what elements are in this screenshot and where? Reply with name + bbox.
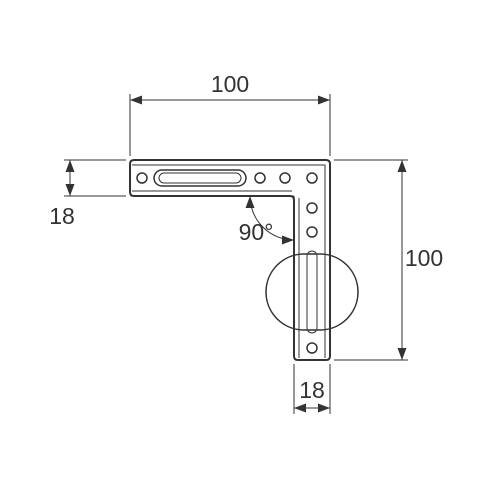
dim-bottom-width: 18 bbox=[299, 377, 325, 403]
mounting-slot bbox=[154, 170, 246, 186]
mounting-hole bbox=[307, 343, 317, 353]
mounting-slot bbox=[266, 254, 358, 330]
mounting-hole bbox=[255, 173, 265, 183]
mounting-hole bbox=[307, 203, 317, 213]
dim-left-height: 18 bbox=[49, 203, 75, 229]
technical-drawing: 100 18 100 18 90° bbox=[0, 0, 500, 500]
mounting-hole bbox=[307, 173, 317, 183]
dim-angle: 90° bbox=[239, 219, 274, 245]
dim-right-height: 100 bbox=[405, 245, 443, 271]
mounting-hole bbox=[137, 173, 147, 183]
dim-top-width: 100 bbox=[211, 71, 249, 97]
mounting-hole bbox=[280, 173, 290, 183]
mounting-hole bbox=[307, 227, 317, 237]
